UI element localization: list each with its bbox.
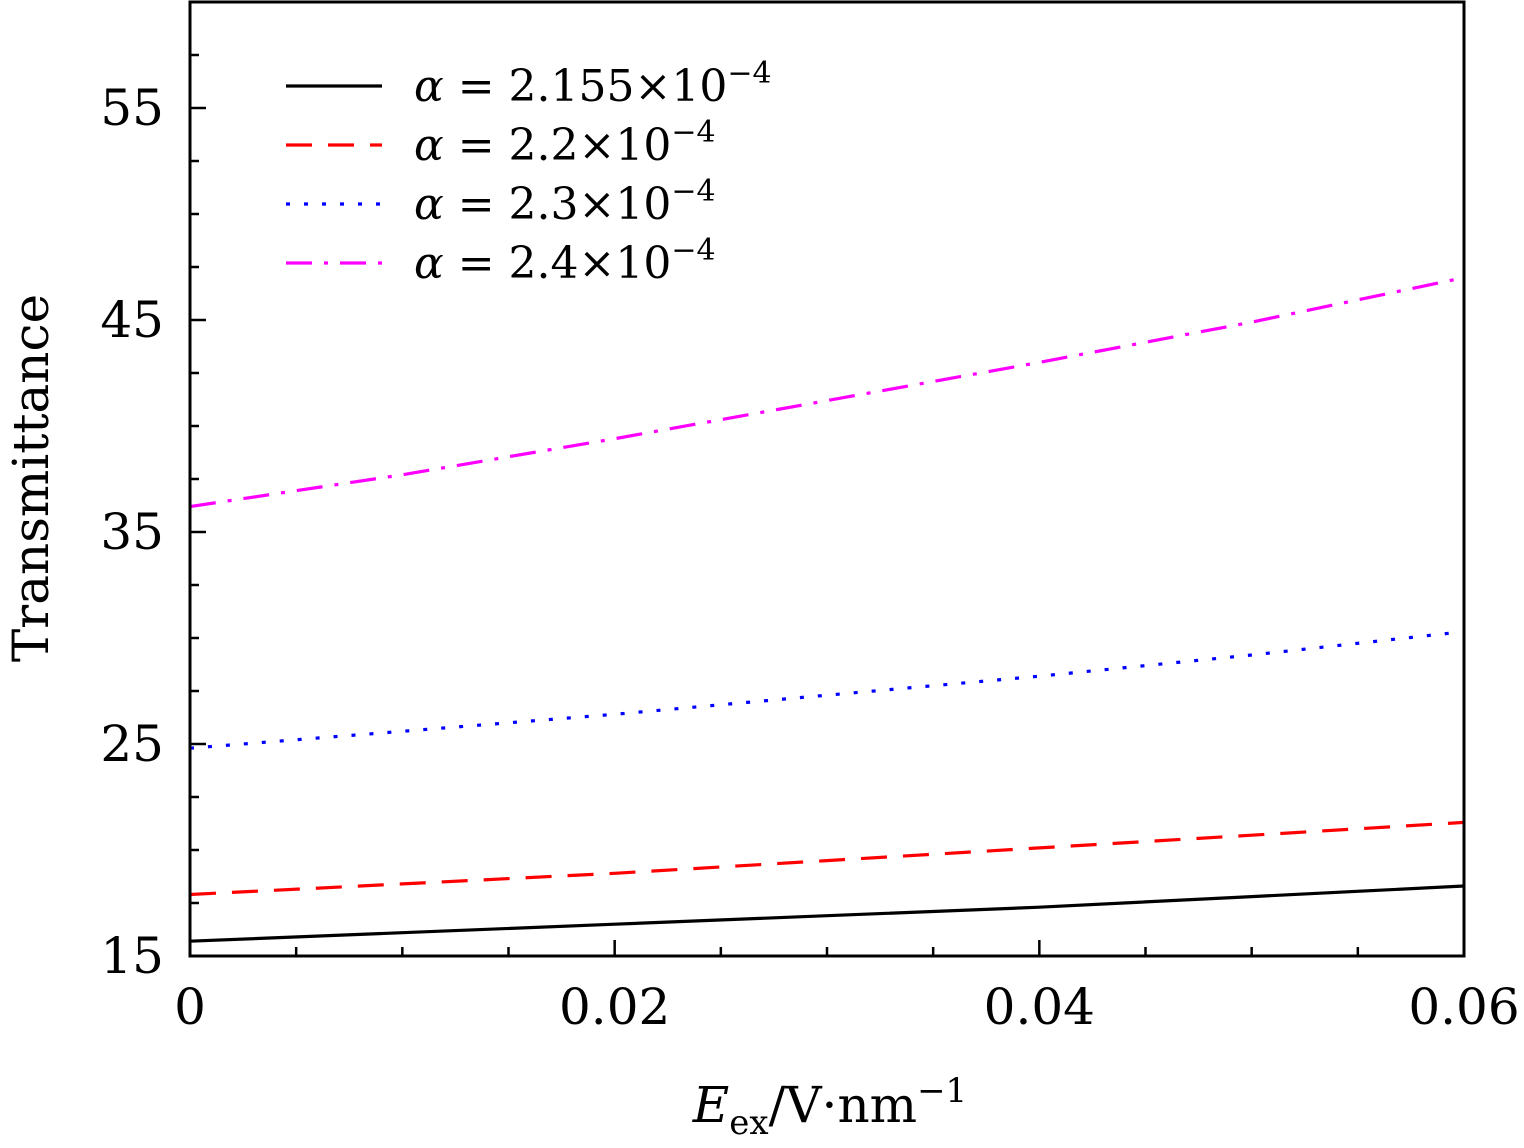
x-tick-label: 0.04 [984,978,1095,1036]
ticks-layer: 0 0.02 0.04 0.06 15 25 35 45 55 [100,53,1520,1036]
x-axis-label: Eex/V·nm−1 [692,1071,967,1143]
y-tick-label: 35 [100,503,164,561]
y-tick-label: 45 [100,291,164,349]
plot-frame [188,0,1466,958]
series-layer [189,276,1465,943]
x-tick-label: 0.06 [1408,978,1519,1036]
legend-label-2: α = 2.2×10−4 [414,115,716,171]
series-line-2 [189,820,1465,897]
legend-label-4: α = 2.4×10−4 [414,233,716,289]
legend-label-3: α = 2.3×10−4 [414,174,716,230]
x-tick-label: 0.02 [559,978,670,1036]
y-axis-label: Transmittance [2,294,60,662]
x-tick-label: 0 [174,978,206,1036]
y-tick-label: 55 [100,79,164,137]
legend-label-1: α = 2.155×10−4 [414,56,772,112]
legend: α = 2.155×10−4α = 2.2×10−4α = 2.3×10−4α … [286,56,772,289]
y-tick-label: 25 [100,715,164,773]
series-line-1 [189,884,1465,943]
y-tick-label: 15 [100,927,164,985]
series-line-3 [189,630,1465,750]
